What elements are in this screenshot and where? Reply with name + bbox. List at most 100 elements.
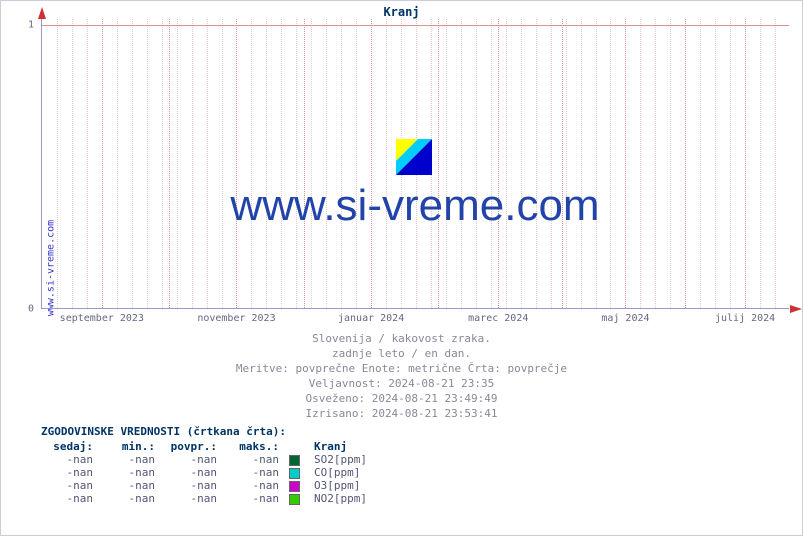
gridline-minor [177, 19, 178, 308]
gridline-major [236, 19, 237, 308]
gridline-minor [506, 19, 507, 308]
history-col-header: min.: [103, 440, 165, 453]
gridline-minor [775, 19, 776, 308]
gridline-minor [670, 19, 671, 308]
history-series-label: CO[ppm] [314, 466, 377, 479]
xtick-label: maj 2024 [601, 313, 649, 324]
gridline-minor [491, 19, 492, 308]
history-row: -nan-nan-nan-nanCO[ppm] [41, 466, 377, 479]
gridline-major [745, 19, 746, 308]
series-swatch-icon [289, 494, 300, 505]
history-swatch-cell [289, 466, 314, 479]
history-series-label: O3[ppm] [314, 479, 377, 492]
caption-line-6: Izrisano: 2024-08-21 23:53:41 [1, 406, 802, 421]
caption-line-2: zadnje leto / en dan. [1, 346, 802, 361]
gridline-major [102, 19, 103, 308]
caption-line-1: Slovenija / kakovost zraka. [1, 331, 802, 346]
gridline-minor [446, 19, 447, 308]
history-cell: -nan [41, 466, 103, 479]
gridline-minor [147, 19, 148, 308]
gridline-minor [461, 19, 462, 308]
gridline-minor [640, 19, 641, 308]
history-cell: -nan [103, 466, 165, 479]
history-location-header: Kranj [314, 440, 377, 453]
caption-line-4: Veljavnost: 2024-08-21 23:35 [1, 376, 802, 391]
history-cell: -nan [165, 453, 227, 466]
gridline-major [562, 19, 563, 308]
gridline-minor [566, 19, 567, 308]
history-series-label: NO2[ppm] [314, 492, 377, 505]
gridline-minor [326, 19, 327, 308]
site-logo-icon [396, 139, 432, 175]
history-swatch-cell [289, 492, 314, 505]
history-col-header: maks.: [227, 440, 289, 453]
chart-title: Kranj [1, 5, 802, 19]
x-axis-arrow-icon [790, 305, 802, 313]
gridline-major [498, 19, 499, 308]
history-col-header: sedaj: [41, 440, 103, 453]
ytick-label: 1 [28, 19, 34, 30]
history-cell: -nan [103, 453, 165, 466]
gridline-major [625, 19, 626, 308]
gridline-minor [521, 19, 522, 308]
history-cell: -nan [41, 492, 103, 505]
gridline-minor [536, 19, 537, 308]
gridline-minor [356, 19, 357, 308]
series-swatch-icon [289, 455, 300, 466]
gridline-minor [655, 19, 656, 308]
xtick-label: marec 2024 [468, 313, 528, 324]
history-cell: -nan [41, 453, 103, 466]
y-axis-arrow-icon [38, 7, 46, 19]
history-cell: -nan [227, 479, 289, 492]
gridline-minor [596, 19, 597, 308]
gridline-minor [72, 19, 73, 308]
history-cell: -nan [165, 479, 227, 492]
history-cell: -nan [165, 466, 227, 479]
history-swatch-cell [289, 479, 314, 492]
gridline-minor [311, 19, 312, 308]
xtick-label: januar 2024 [338, 313, 404, 324]
gridline-minor [87, 19, 88, 308]
gridline-minor [266, 19, 267, 308]
history-row: -nan-nan-nan-nanO3[ppm] [41, 479, 377, 492]
gridline-major [304, 19, 305, 308]
series-swatch-icon [289, 468, 300, 479]
gridline-minor [341, 19, 342, 308]
gridline-minor [581, 19, 582, 308]
history-swatch-header [289, 440, 314, 453]
gridline-major [685, 19, 686, 308]
gridline-y1 [42, 25, 789, 26]
gridline-minor [207, 19, 208, 308]
xtick-label: september 2023 [60, 313, 144, 324]
ytick-label: 0 [28, 304, 34, 315]
gridline-minor [610, 19, 611, 308]
gridline-minor [296, 19, 297, 308]
gridline-minor [730, 19, 731, 308]
xtick-label: november 2023 [197, 313, 275, 324]
caption-line-5: Osveženo: 2024-08-21 23:49:49 [1, 391, 802, 406]
series-swatch-icon [289, 481, 300, 492]
gridline-major [169, 19, 170, 308]
history-col-header: povpr.: [165, 440, 227, 453]
history-cell: -nan [227, 453, 289, 466]
history-cell: -nan [103, 479, 165, 492]
history-swatch-cell [289, 453, 314, 466]
gridline-minor [192, 19, 193, 308]
caption-block: Slovenija / kakovost zraka. zadnje leto … [1, 331, 802, 421]
gridline-minor [476, 19, 477, 308]
history-row: -nan-nan-nan-nanNO2[ppm] [41, 492, 377, 505]
history-cell: -nan [165, 492, 227, 505]
gridline-minor [386, 19, 387, 308]
history-cell: -nan [227, 466, 289, 479]
history-row: -nan-nan-nan-nanSO2[ppm] [41, 453, 377, 466]
gridline-minor [117, 19, 118, 308]
xtick-label: julij 2024 [715, 313, 775, 324]
gridline-minor [700, 19, 701, 308]
history-title: ZGODOVINSKE VREDNOSTI (črtkana črta): [41, 425, 377, 438]
gridline-major [438, 19, 439, 308]
gridline-minor [57, 19, 58, 308]
gridline-minor [760, 19, 761, 308]
gridline-minor [281, 19, 282, 308]
history-table: sedaj:min.:povpr.:maks.:Kranj -nan-nan-n… [41, 440, 377, 505]
gridline-minor [715, 19, 716, 308]
